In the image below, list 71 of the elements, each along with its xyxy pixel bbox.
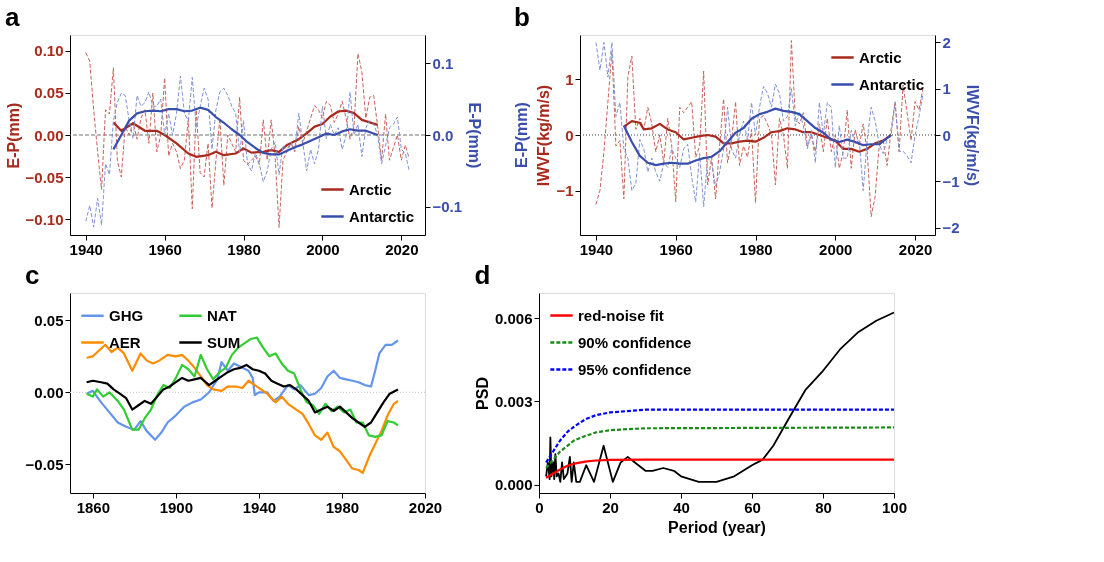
y-tick-label: 0 [565,126,574,144]
x-tick-label: 100 [881,498,908,516]
x-tick-label: 1900 [159,498,194,516]
legend-label: Antarctic [859,75,925,93]
chart-title: b [514,2,530,32]
chart-title: c [25,260,40,290]
y2-axis-title: IWVF(kg/m/s) [963,84,981,187]
x-tick-label: 2000 [306,240,340,258]
line-series [85,363,400,428]
x-tick-label: 1980 [325,498,360,516]
chart-title: d [474,260,491,290]
y-tick-label: −0.05 [25,168,64,186]
y-tick-label: 0.05 [34,311,64,329]
x-tick-label: 1960 [148,240,182,258]
legend-label: red-noise fit [578,306,664,324]
legend-label: 90% confidence [578,333,692,351]
y2-tick-label: 0.0 [432,126,454,144]
y2-tick-label: 0 [942,126,951,144]
x-tick-label: 20 [602,498,619,516]
y-tick-label: 0.00 [34,383,64,401]
y-axis-title: IWVF(kg/m/s) [535,84,553,187]
y2-tick-label: −1 [942,172,960,190]
legend-label: GHG [109,306,144,324]
x-tick-label: 60 [744,498,761,516]
y-tick-label: −1 [556,182,574,200]
x-tick-label: 1960 [659,240,693,258]
x-tick-label: 80 [815,498,832,516]
line-series [545,426,896,470]
y-tick-label: −0.05 [25,455,64,473]
legend-label: Arctic [349,180,392,198]
y-axis-title: PSD [473,377,491,410]
x-tick-label: 1940 [69,240,103,258]
x-axis-title: Period (year) [668,518,766,536]
legend-label: AER [109,333,141,351]
x-tick-label: 2020 [898,240,933,258]
y-tick-label: 0.006 [494,309,533,327]
x-tick-label: 0 [535,498,544,516]
y2-tick-label: −2 [942,219,960,237]
line-series [622,107,893,167]
x-tick-label: 1860 [76,498,111,516]
y-tick-label: 0.05 [34,84,64,102]
y2-axis-title: E-P(mm) [466,102,484,169]
y-axis-title: E-P(mm) [4,102,22,169]
x-tick-label: 40 [673,498,690,516]
legend-label: NAT [207,306,237,324]
line-series [545,458,896,479]
x-tick-label: 1980 [227,240,261,258]
x-tick-label: 1940 [242,498,277,516]
x-tick-label: 1980 [739,240,773,258]
legend-label: Antarctic [349,207,415,225]
y-tick-label: −0.10 [25,210,64,228]
chart-title: a [5,2,21,32]
y2-tick-label: −0.1 [432,198,463,216]
y-tick-label: 0.10 [34,42,64,60]
y-tick-label: 0.000 [494,476,533,494]
x-tick-label: 2020 [408,498,443,516]
x-tick-label: 2000 [819,240,853,258]
legend-label: Arctic [859,48,902,66]
y2-tick-label: 2 [942,33,951,51]
y-tick-label: 0.00 [34,126,64,144]
text: E-P(mm) [513,102,530,168]
x-tick-label: 1940 [579,240,614,258]
y2-tick-label: 0.1 [432,54,454,72]
y2-tick-label: 1 [942,80,951,98]
legend-label: SUM [207,333,241,351]
legend-label: 95% confidence [578,360,692,378]
y-tick-label: 0.003 [494,392,533,410]
x-tick-label: 2020 [385,240,419,258]
line-series [545,311,895,483]
y-tick-label: 1 [565,70,574,88]
line-series [545,408,896,464]
